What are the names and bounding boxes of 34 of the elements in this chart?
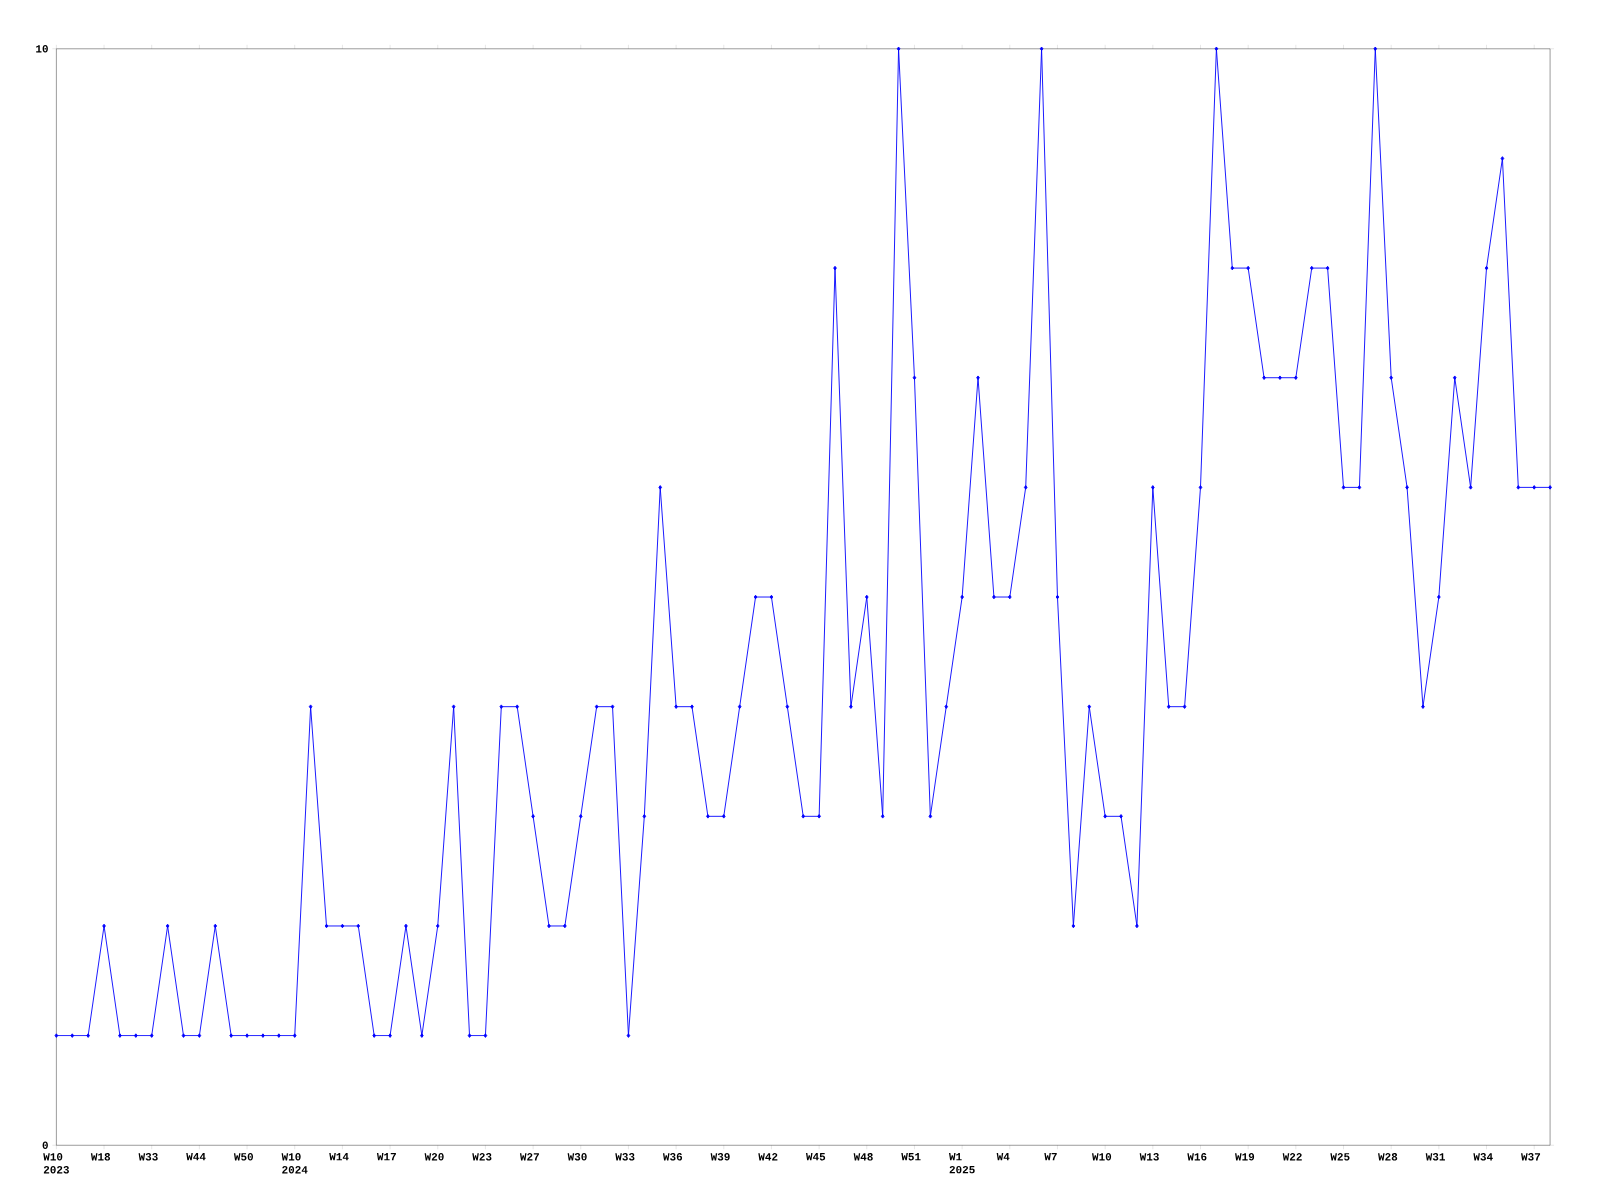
x-tick-label: W13 (1139, 1153, 1159, 1161)
x-tick-label: W10 2023 (43, 1153, 69, 1174)
x-tick-label: W33 (138, 1153, 158, 1161)
x-tick-label: W31 (1425, 1153, 1445, 1161)
x-tick-label: W33 (615, 1153, 635, 1161)
x-tick-label: W19 (1235, 1153, 1255, 1161)
y-tick-label: 0 (42, 1141, 48, 1149)
x-tick-label: W14 (329, 1153, 349, 1161)
x-tick-label: W18 (90, 1153, 111, 1161)
x-tick-label: W17 (376, 1153, 396, 1161)
x-tick-label: W23 (472, 1153, 492, 1161)
x-tick-label: W1 2025 (948, 1153, 975, 1174)
x-tick-label: W44 (186, 1153, 206, 1161)
x-tick-label: W10 2024 (281, 1153, 308, 1174)
x-tick-label: W28 (1378, 1153, 1398, 1161)
x-tick-label: W39 (710, 1153, 730, 1161)
x-tick-label: W10 (1092, 1153, 1112, 1161)
x-tick-label: W30 (567, 1153, 587, 1161)
x-tick-label: W37 (1521, 1153, 1541, 1161)
x-tick-label: W42 (758, 1153, 778, 1161)
x-tick-label: W22 (1282, 1153, 1302, 1161)
x-tick-label: W20 (424, 1153, 444, 1161)
x-tick-label: W48 (853, 1153, 873, 1161)
x-tick-label: W27 (519, 1153, 539, 1161)
x-tick-label: W50 (233, 1153, 253, 1161)
x-tick-label: W7 (1044, 1153, 1057, 1161)
y-tick-label: 10 (36, 45, 48, 53)
x-tick-label: W34 (1473, 1153, 1493, 1161)
x-tick-label: W4 (996, 1153, 1010, 1161)
x-tick-label: W25 (1330, 1153, 1350, 1161)
x-tick-label: W16 (1187, 1153, 1207, 1161)
x-tick-label: W51 (901, 1153, 921, 1161)
x-tick-label: W36 (662, 1153, 683, 1161)
x-tick-label: W45 (805, 1153, 826, 1161)
